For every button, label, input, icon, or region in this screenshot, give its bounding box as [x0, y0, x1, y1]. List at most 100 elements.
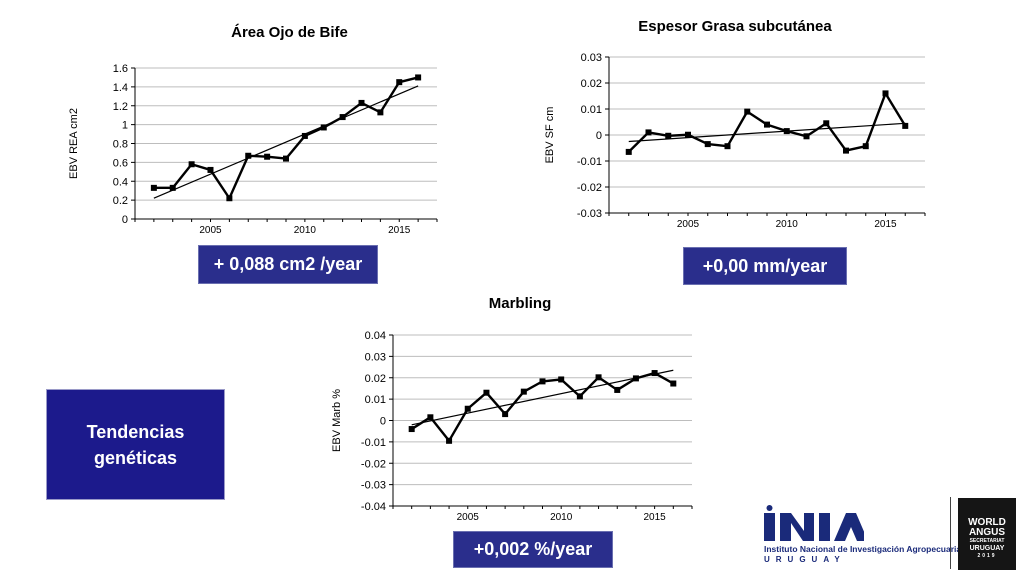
- trend-line: [628, 122, 906, 143]
- inia-logo-i2: [819, 513, 830, 541]
- inia-logo: [764, 505, 864, 541]
- y-tick-label: 0.6: [113, 157, 128, 169]
- data-point: [264, 153, 271, 160]
- y-tick-label: 0: [380, 416, 386, 428]
- inia-logo-dot: [766, 505, 773, 511]
- x-tick-label: 2005: [457, 512, 480, 523]
- y-tick-label: -0.02: [577, 182, 602, 194]
- y-tick-label: 1.2: [113, 101, 128, 113]
- y-tick-label: 0: [122, 214, 128, 226]
- inia-logo-i1: [764, 513, 775, 541]
- x-tick-label: 2015: [644, 512, 667, 523]
- y-tick-label: 0.01: [581, 104, 602, 116]
- y-tick-label: -0.01: [361, 437, 386, 449]
- wa-line4: URUGUAY: [969, 545, 1005, 552]
- data-point: [408, 426, 415, 433]
- data-point: [358, 99, 365, 106]
- y-tick-label: 0.2: [113, 195, 128, 207]
- data-point: [188, 161, 195, 168]
- data-point: [823, 120, 830, 127]
- inia-logo-n: [780, 513, 814, 541]
- y-tick-label: -0.03: [577, 208, 602, 220]
- data-point: [415, 74, 422, 81]
- data-point: [632, 375, 639, 382]
- data-point: [595, 374, 602, 381]
- data-point: [446, 437, 453, 444]
- data-point: [670, 380, 677, 387]
- y-axis-label: EBV Marb %: [331, 389, 343, 452]
- data-point: [226, 195, 233, 202]
- logo-divider: [950, 497, 951, 569]
- data-point: [803, 133, 810, 140]
- wa-line2: ANGUS: [968, 527, 1006, 538]
- data-point: [320, 124, 327, 131]
- wa-line1: WORLD: [968, 517, 1006, 528]
- data-point: [764, 121, 770, 128]
- y-axis-label: EBV REA cm2: [68, 108, 80, 179]
- y-axis-label: EBV SF cm: [544, 107, 556, 164]
- y-tick-label: 0.03: [365, 351, 386, 363]
- data-point: [882, 90, 889, 97]
- data-point: [843, 147, 849, 154]
- trend-badge-sf: +0,00 mm/year: [683, 247, 847, 285]
- y-tick-label: 1.4: [113, 82, 128, 94]
- data-point: [783, 128, 790, 135]
- data-point: [902, 122, 909, 129]
- data-point: [539, 378, 546, 385]
- x-tick-label: 2015: [874, 219, 897, 230]
- trend-line: [153, 85, 419, 199]
- y-tick-label: -0.03: [361, 480, 386, 492]
- y-tick-label: -0.04: [361, 501, 386, 513]
- y-tick-label: 0.01: [365, 394, 386, 406]
- data-point: [169, 184, 176, 191]
- data-point: [645, 129, 652, 136]
- data-point: [502, 411, 509, 418]
- data-point: [283, 155, 289, 162]
- data-point: [301, 132, 308, 139]
- inia-subtitle: Instituto Nacional de Investigación Agro…: [764, 544, 962, 554]
- x-tick-label: 2005: [677, 219, 700, 230]
- y-tick-label: 0.02: [365, 373, 386, 385]
- data-point: [724, 143, 731, 150]
- inia-country: URUGUAY: [764, 555, 846, 564]
- y-tick-label: 0.03: [581, 52, 602, 64]
- y-tick-label: 0: [596, 130, 602, 142]
- data-point: [744, 108, 751, 115]
- trend-badge-rea: + 0,088 cm2 /year: [198, 245, 378, 284]
- y-tick-label: -0.01: [577, 156, 602, 168]
- data-point: [150, 184, 157, 191]
- data-point: [520, 388, 527, 395]
- data-point: [625, 148, 632, 155]
- trend-line: [411, 369, 674, 426]
- y-tick-label: 0.8: [113, 139, 128, 151]
- y-tick-label: 0.4: [113, 176, 128, 188]
- wa-line3: SECRETARIAT: [969, 538, 1005, 544]
- data-point: [427, 414, 434, 421]
- data-point: [862, 143, 869, 150]
- y-tick-label: 0.04: [365, 330, 386, 342]
- data-point: [207, 166, 214, 173]
- world-angus-logo: WORLD ANGUS SECRETARIAT URUGUAY 2019: [958, 498, 1016, 570]
- x-tick-label: 2010: [776, 219, 799, 230]
- x-tick-label: 2005: [199, 225, 222, 236]
- wa-line5: 2019: [977, 553, 997, 559]
- data-point: [614, 386, 621, 393]
- y-tick-label: 1.6: [113, 63, 128, 75]
- data-point: [685, 131, 691, 138]
- data-point: [704, 141, 711, 148]
- data-point: [245, 152, 252, 159]
- data-point: [339, 114, 346, 121]
- y-tick-label: 1: [122, 120, 128, 132]
- data-point: [396, 79, 403, 86]
- data-point: [483, 389, 490, 396]
- data-point: [558, 376, 565, 383]
- tendencias-box: Tendencias genéticas: [46, 389, 225, 500]
- data-point: [464, 405, 471, 412]
- y-tick-label: -0.02: [361, 458, 386, 470]
- x-tick-label: 2010: [550, 512, 573, 523]
- trend-badge-marb: +0,002 %/year: [453, 531, 613, 568]
- data-point: [377, 109, 384, 116]
